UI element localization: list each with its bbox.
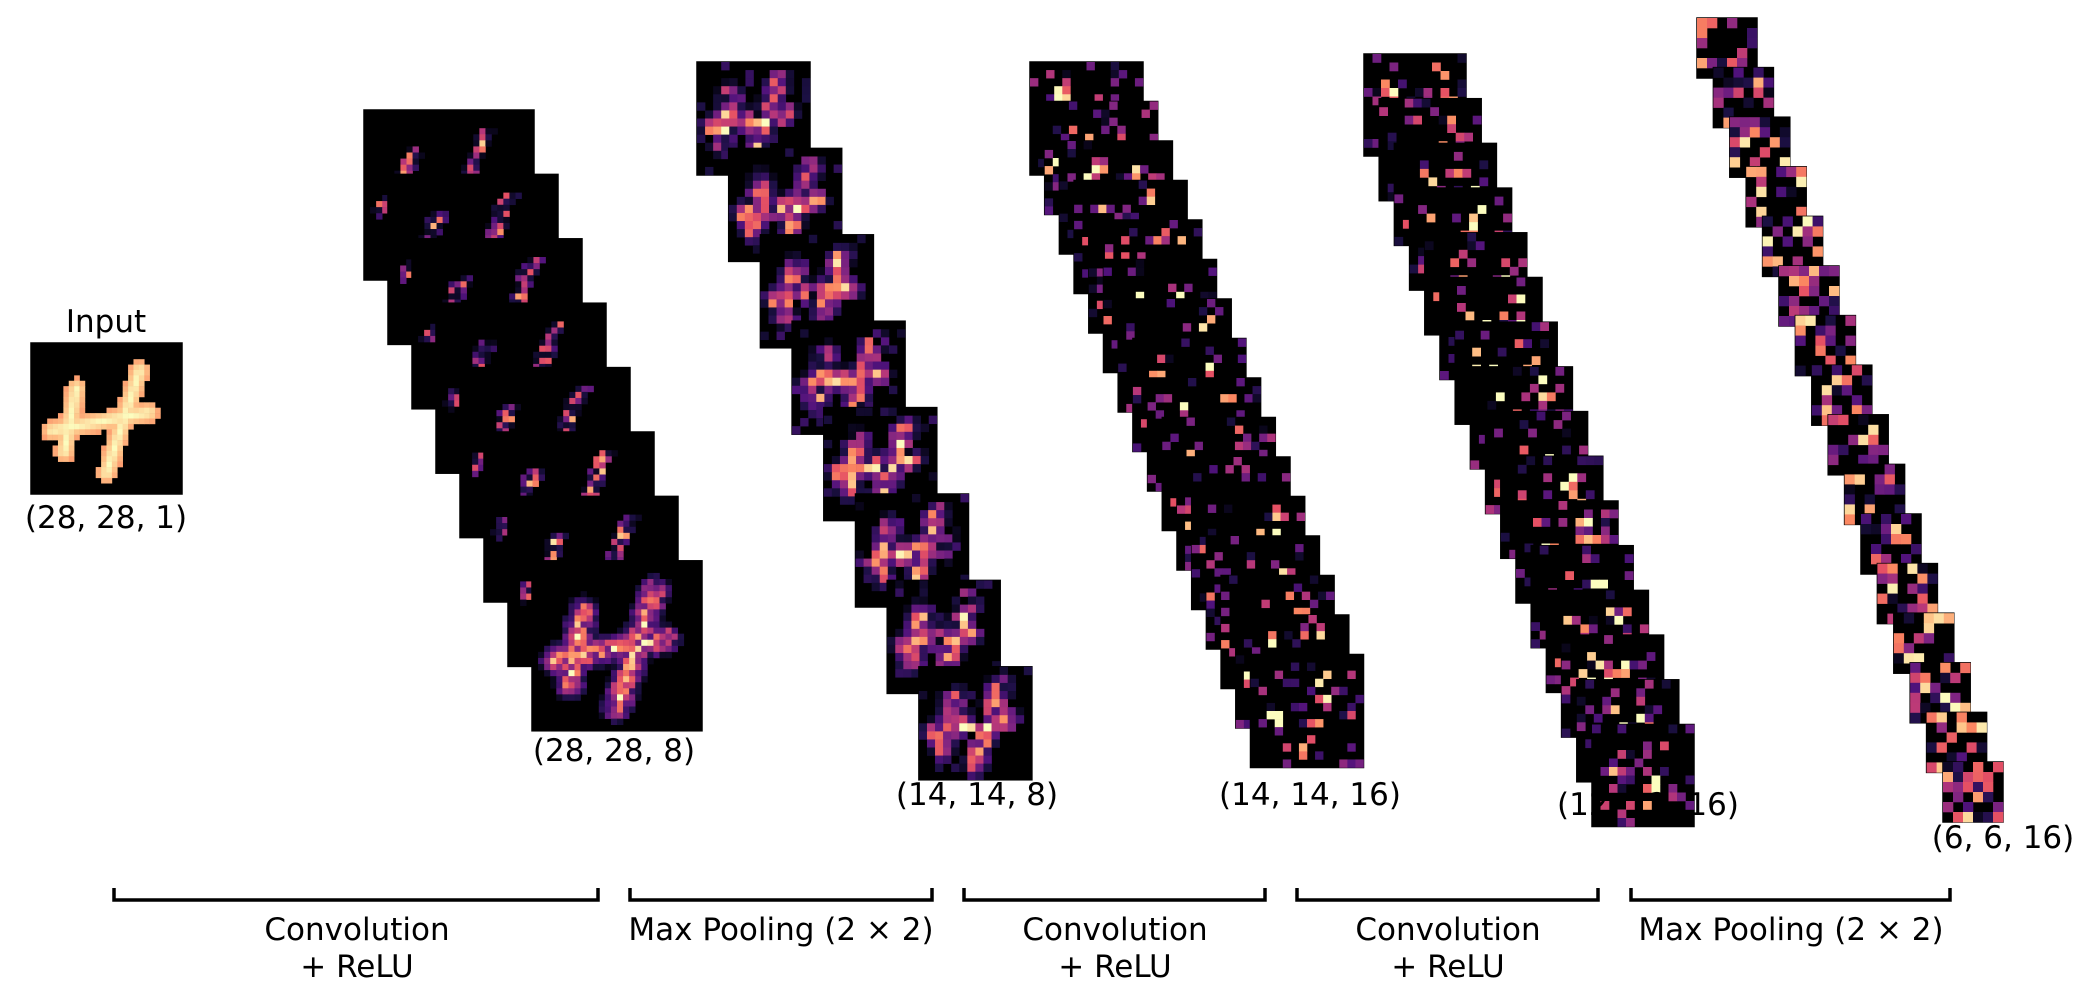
- feature-map-stacks: [30, 17, 2004, 828]
- layer-2-map-8: [918, 666, 1033, 781]
- input-shape: (28, 28, 1): [24, 500, 188, 536]
- layer-5-shape: (6, 6, 16): [1931, 820, 2075, 856]
- layer-1-stack: [363, 109, 703, 732]
- layer-4-shape: (12, 12, 16): [1557, 787, 1739, 823]
- stage-5-bracket: [1629, 888, 1952, 902]
- stage-1-label: Convolution + ReLU: [264, 912, 449, 986]
- input-image: [30, 342, 183, 495]
- stage-5-label: Max Pooling (2 × 2): [1638, 912, 1943, 949]
- layer-5-map-9: [1827, 414, 1889, 476]
- stage-brackets: [112, 888, 1952, 902]
- stage-4-bracket: [1295, 888, 1600, 902]
- stage-3-label: Convolution + ReLU: [1022, 912, 1207, 986]
- layer-3-map-16: [1249, 653, 1365, 769]
- stage-2-label: Max Pooling (2 × 2): [628, 912, 933, 949]
- stage-3-line2: + ReLU: [1058, 949, 1172, 985]
- layer-4-map-16: [1591, 723, 1695, 828]
- layer-4-stack: [1363, 53, 1695, 828]
- input-title: Input: [65, 304, 147, 340]
- stage-2-line1: Max Pooling (2 × 2): [628, 912, 934, 948]
- stage-1-bracket: [112, 888, 600, 902]
- layer-2-stack: [696, 61, 1033, 781]
- stage-3-line1: Convolution: [1022, 912, 1208, 948]
- stage-3-bracket: [962, 888, 1267, 902]
- layer-1-map-8: [531, 560, 703, 732]
- layer-3-shape: (14, 14, 16): [1219, 777, 1401, 813]
- stage-1-line1: Convolution: [264, 912, 450, 948]
- layer-2-shape: (14, 14, 8): [895, 777, 1059, 813]
- stage-4-label: Convolution + ReLU: [1355, 912, 1540, 986]
- stage-4-line1: Convolution: [1355, 912, 1541, 948]
- stage-2-bracket: [628, 888, 934, 902]
- layer-1-shape: (28, 28, 8): [532, 733, 696, 769]
- stage-4-line2: + ReLU: [1391, 949, 1505, 985]
- stage-1-line2: + ReLU: [300, 949, 414, 985]
- layer-5-stack: [1696, 17, 2004, 823]
- layer-3-stack: [1029, 61, 1365, 769]
- stage-5-line1: Max Pooling (2 × 2): [1638, 912, 1944, 948]
- layer-5-map-16: [1942, 761, 2004, 823]
